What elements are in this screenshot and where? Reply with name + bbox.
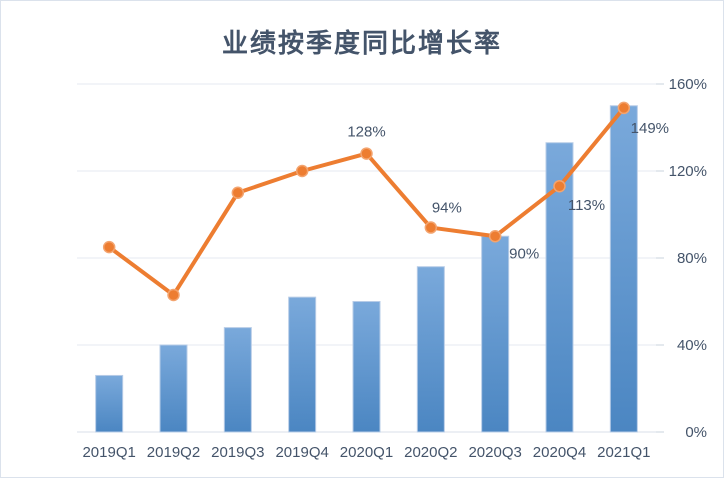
line-marker [553,179,566,193]
line-marker [167,288,180,302]
y-axis-label: 0% [685,424,707,441]
bar [223,327,252,433]
bar [352,301,381,433]
x-axis-label: 2019Q2 [147,444,200,461]
chart-title: 业绩按季度同比增长率 [221,28,502,58]
x-axis-label: 2019Q1 [82,444,135,461]
x-axis-label: 2020Q1 [340,444,393,461]
data-label: 113% [568,197,605,214]
y-axis-label: 120% [669,163,707,180]
bar [159,344,188,433]
x-axis-label: 2021Q1 [597,444,650,461]
bar [609,105,638,433]
data-label: 90% [509,245,539,262]
data-label: 128% [347,124,385,141]
data-label: 149% [631,120,669,137]
x-axis-label: 2020Q4 [533,444,586,461]
line-marker [231,186,245,199]
data-label: 94% [432,200,462,217]
x-axis-label: 2019Q4 [275,444,328,461]
line-marker [295,164,309,178]
y-axis-label: 80% [677,250,707,267]
x-axis-label: 2019Q3 [211,444,264,461]
x-axis-label: 2020Q3 [468,444,521,461]
y-axis-label: 160% [669,76,707,93]
line-marker [424,221,438,234]
x-axis-label: 2020Q2 [404,444,457,461]
y-axis-label: 40% [677,337,707,354]
line-marker [488,230,502,243]
bar [416,266,445,433]
bar [95,374,124,433]
line-marker [102,240,116,254]
bar [288,296,317,433]
line-marker [617,101,631,115]
bar [481,235,510,433]
line-marker [360,147,373,160]
